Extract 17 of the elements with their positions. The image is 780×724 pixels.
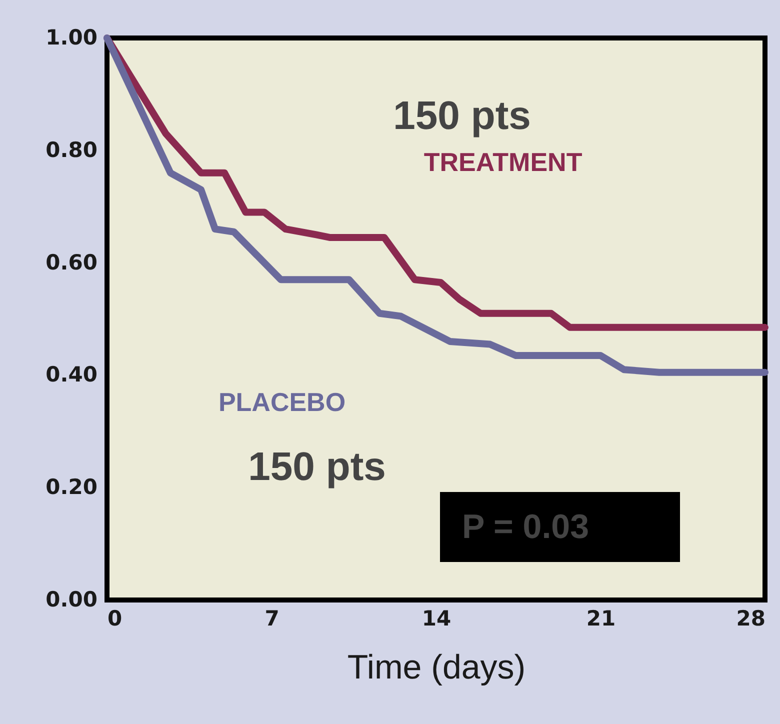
x-tick-label: 0	[108, 606, 122, 630]
x-tick-label: 28	[736, 606, 766, 630]
y-tick-label: 0.40	[46, 362, 98, 387]
annotation: 150 pts	[393, 94, 531, 138]
x-tick-label: 7	[264, 606, 280, 630]
annotation: 150 pts	[248, 445, 386, 489]
y-tick-label: 1.00	[46, 26, 98, 50]
y-tick-label: 0.00	[46, 588, 98, 612]
y-tick-label: 0.80	[46, 138, 98, 162]
y-tick-label: 0.20	[46, 475, 98, 500]
text: PLACEBO	[218, 387, 346, 417]
x-tick-label: 21	[586, 606, 616, 630]
p-value-box: P = 0.03	[440, 492, 680, 562]
x-tick-label: 14	[422, 606, 452, 630]
y-tick-label: 0.60	[46, 250, 98, 274]
text: TREATMENT	[424, 147, 582, 177]
x-axis-title: Time (days)	[347, 648, 526, 686]
